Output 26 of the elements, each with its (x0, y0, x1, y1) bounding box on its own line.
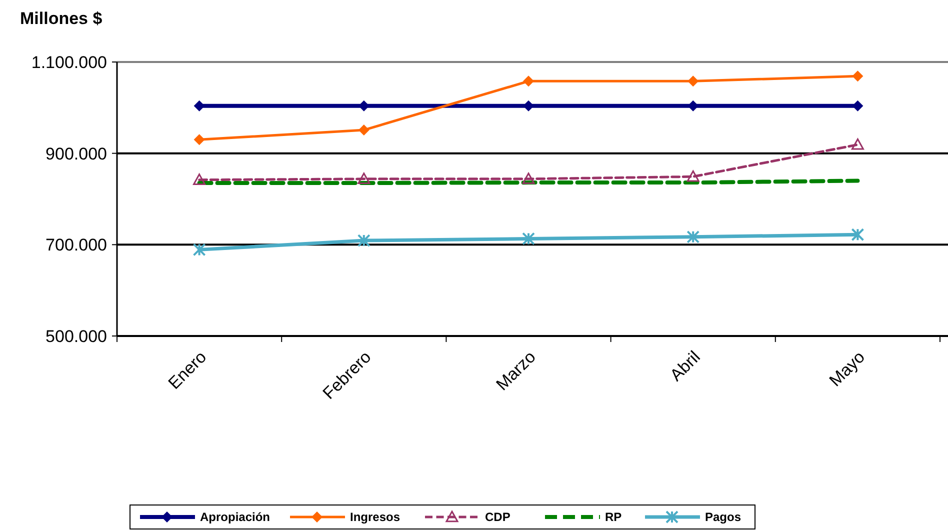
point (192, 243, 206, 256)
point (358, 172, 370, 184)
legend-label: Apropiación (200, 510, 270, 524)
point (358, 124, 370, 136)
point (852, 70, 864, 82)
y-tick-label: 700.000 (46, 236, 107, 255)
point (357, 234, 370, 248)
point (851, 138, 864, 150)
point (851, 228, 864, 242)
legend-label: Ingresos (350, 510, 400, 524)
y-tick-label: 900.000 (46, 144, 107, 164)
y-tick-label: 500.000 (46, 326, 107, 346)
y-axis-title: Millones $ (20, 9, 103, 28)
point (193, 174, 206, 185)
y-tick-label: 1.100.000 (31, 52, 107, 72)
legend-label: CDP (485, 510, 510, 524)
point (522, 172, 535, 184)
point (688, 76, 699, 87)
point (194, 134, 205, 146)
point (686, 170, 700, 182)
point (523, 76, 534, 87)
legend-label: RP (605, 510, 622, 524)
point (522, 232, 535, 246)
legend-label: Pagos (705, 510, 742, 524)
point (523, 100, 534, 112)
point (686, 230, 700, 244)
